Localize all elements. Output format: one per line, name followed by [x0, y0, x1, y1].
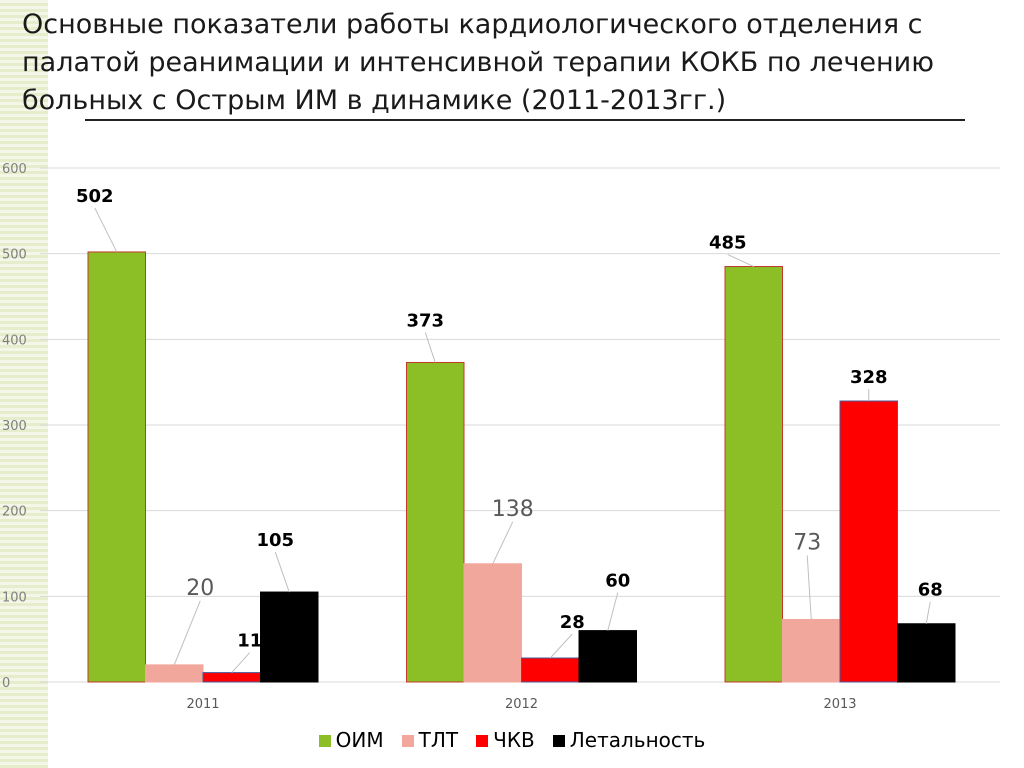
bar-2012-2	[521, 657, 580, 683]
y-tick-label: 0	[2, 676, 10, 691]
data-label: 105	[256, 530, 294, 551]
bar-2013-1	[782, 618, 841, 683]
data-label: 485	[709, 233, 747, 254]
label-leader	[806, 555, 812, 620]
data-label: 138	[492, 497, 534, 522]
data-label: 328	[850, 367, 888, 388]
bar-2011-0	[87, 251, 146, 683]
x-tick-label: 2012	[505, 697, 538, 712]
bar-2012-3	[578, 630, 637, 683]
y-tick-label: 500	[2, 248, 27, 263]
label-leader	[94, 207, 118, 253]
bar-2013-0	[724, 266, 783, 683]
chart-legend: ОИМ ТЛТ ЧКВ Летальность	[0, 728, 1024, 752]
label-leader	[607, 592, 619, 631]
x-tick-label: 2013	[823, 697, 856, 712]
data-label: 60	[605, 571, 630, 592]
label-leader	[231, 652, 251, 673]
label-leader	[173, 600, 201, 666]
label-leader	[492, 521, 514, 564]
bar-2011-2	[202, 672, 261, 683]
data-label: 502	[76, 186, 114, 207]
legend-label: ОИМ	[335, 728, 384, 752]
page-title: Основные показатели работы кардиологичес…	[22, 9, 934, 116]
bar-2011-3	[260, 591, 319, 683]
bar-2012-1	[463, 563, 522, 683]
label-leader	[424, 332, 436, 363]
y-tick-label: 400	[2, 333, 27, 348]
legend-item: ТЛТ	[401, 728, 459, 752]
label-leader	[727, 254, 754, 267]
y-tick-label: 100	[2, 590, 27, 605]
bar-2013-2	[839, 400, 898, 683]
label-leader	[549, 633, 573, 659]
legend-label: Летальность	[569, 728, 706, 752]
legend-swatch	[401, 735, 414, 747]
data-label: 373	[406, 310, 444, 331]
title-underline	[85, 119, 965, 121]
label-leader	[925, 601, 931, 624]
legend-item: ЧКВ	[476, 728, 535, 752]
label-leader	[274, 551, 290, 593]
legend-swatch	[552, 735, 565, 747]
x-tick-label: 2011	[186, 697, 219, 712]
legend-item: ОИМ	[318, 728, 384, 752]
bar-chart: 0100200300400500600502201110520113731382…	[2, 162, 1000, 712]
legend-label: ТЛТ	[418, 728, 459, 752]
legend-label: ЧКВ	[493, 728, 535, 752]
data-label: 11	[237, 631, 262, 652]
y-tick-label: 300	[2, 419, 27, 434]
bar-2013-3	[897, 623, 956, 683]
legend-swatch	[318, 735, 331, 747]
y-tick-label: 200	[2, 505, 27, 520]
bar-2011-1	[145, 664, 204, 683]
data-label: 28	[560, 612, 585, 633]
legend-swatch	[476, 735, 489, 747]
y-tick-label: 600	[2, 162, 27, 177]
data-label: 73	[793, 530, 821, 555]
decorative-stripe	[0, 0, 48, 768]
bar-2012-0	[406, 361, 465, 683]
data-label: 68	[918, 580, 943, 601]
data-label: 20	[186, 576, 214, 601]
legend-item: Летальность	[552, 728, 706, 752]
